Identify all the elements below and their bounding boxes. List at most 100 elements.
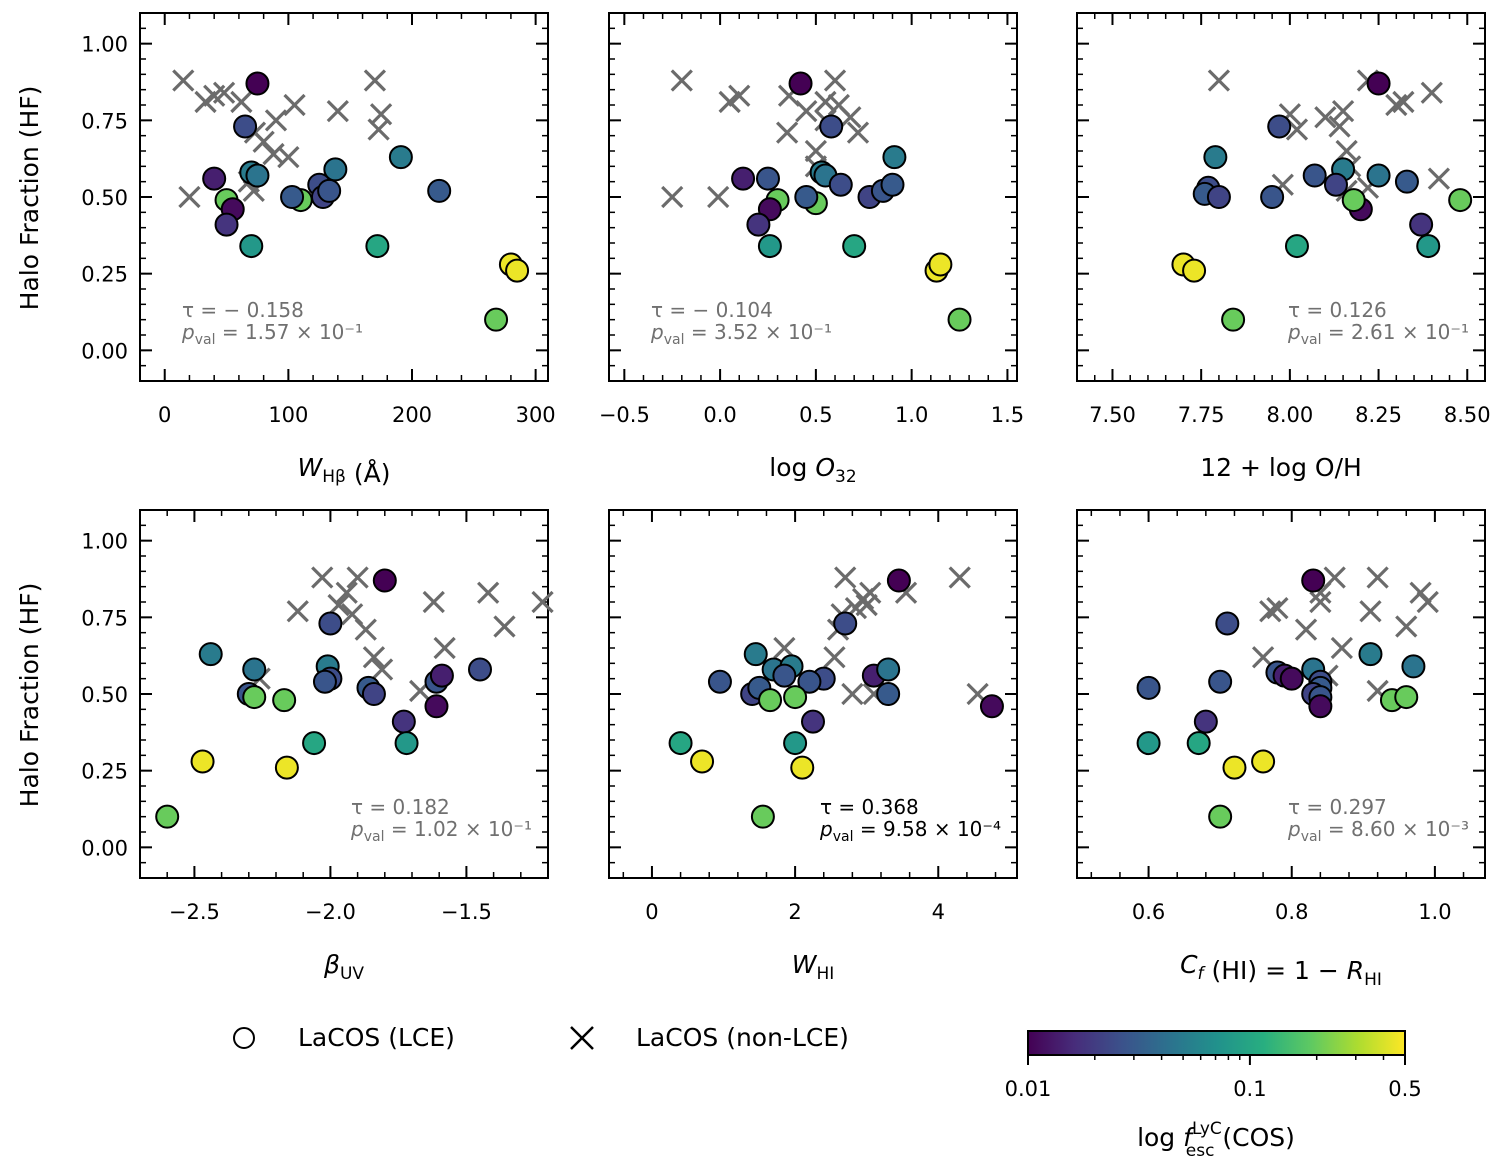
- lce-point: [302, 731, 327, 756]
- nonlce-point: [363, 69, 387, 92]
- stats-pval: pval = 1.02 × 10⁻¹: [350, 817, 532, 845]
- lce-point: [280, 185, 305, 209]
- colorbar-gradient: [1027, 1030, 1406, 1056]
- nonlce-point: [814, 90, 837, 114]
- x-tick-label: 7.75: [1178, 403, 1225, 427]
- lce-point: [372, 568, 397, 593]
- lce-point: [1448, 188, 1473, 213]
- lce-point: [743, 642, 768, 667]
- lce-point: [323, 157, 348, 182]
- x-tick-label: 0.0: [703, 403, 736, 427]
- y-tick-label: 0.50: [81, 186, 128, 210]
- y-tick-label: 0.25: [81, 760, 128, 784]
- x-tick-label: 0.6: [1132, 900, 1165, 924]
- y-tick-label: 0.75: [81, 109, 128, 133]
- legend-nonlce-marker: [570, 1026, 594, 1050]
- lce-point: [239, 234, 264, 259]
- stats-pval: pval = 1.57 × 10⁻¹: [181, 320, 363, 348]
- lce-point: [1366, 71, 1391, 96]
- lce-point: [1267, 114, 1292, 139]
- y-tick-label: 0.25: [81, 263, 128, 287]
- lce-point: [707, 669, 732, 694]
- nonlce-point: [326, 100, 349, 123]
- nonlce-point: [286, 600, 309, 623]
- lce-point: [198, 642, 223, 667]
- y-tick-label: 1.00: [81, 530, 128, 554]
- lce-point: [797, 669, 822, 694]
- nonlce-point: [1259, 600, 1282, 623]
- nonlce-point: [846, 121, 870, 144]
- lce-point: [1193, 709, 1218, 734]
- stats-pval: pval = 9.58 × 10⁻⁴: [819, 817, 1001, 845]
- nonlce-point: [834, 566, 857, 589]
- lce-point: [1284, 234, 1309, 259]
- y-tick-label: 0.75: [81, 606, 128, 630]
- nonlce-point: [1309, 590, 1332, 614]
- y-axis-label-top: Halo Fraction (HF): [15, 86, 44, 311]
- x-tick-label: 300: [516, 403, 556, 427]
- nonlce-point: [1427, 167, 1451, 190]
- lce-point: [245, 163, 270, 188]
- nonlce-point: [1330, 636, 1353, 660]
- lce-point: [1206, 185, 1231, 209]
- lce-series: [1136, 568, 1426, 829]
- x-tick-label: 1.5: [991, 403, 1024, 427]
- lce-point: [947, 307, 972, 332]
- lce-point: [424, 694, 449, 719]
- nonlce-point: [354, 618, 377, 641]
- y-tick-label: 0.00: [81, 339, 128, 363]
- nonlce-point: [1359, 600, 1382, 623]
- lce-point: [1208, 804, 1233, 829]
- lce-point: [233, 114, 258, 139]
- stats-tau: τ = 0.297: [1288, 795, 1387, 819]
- stats-pval: pval = 8.60 × 10⁻³: [1287, 817, 1469, 845]
- minor-ticks: [1076, 12, 1486, 381]
- x-tick-label: 1.0: [1418, 900, 1451, 924]
- x-tick-label: 4: [932, 900, 945, 924]
- stats-pval: pval = 3.52 × 10⁻¹: [650, 320, 832, 348]
- stats-tau: τ = − 0.158: [182, 298, 304, 322]
- lce-point: [668, 731, 693, 756]
- lce-point: [242, 657, 267, 682]
- lce-point: [882, 145, 907, 170]
- nonlce-point: [776, 121, 799, 144]
- nonlce-point: [277, 146, 300, 169]
- lce-series: [1171, 71, 1473, 332]
- stats-tau: τ = − 0.104: [651, 298, 773, 322]
- nonlce-point: [1266, 597, 1289, 620]
- x-tick-label: 100: [268, 403, 308, 427]
- nonlce-point: [477, 581, 500, 604]
- lce-point: [750, 804, 775, 829]
- legend-lce-label: LaCOS (LCE): [298, 1023, 455, 1052]
- nonlce-point: [707, 185, 730, 209]
- colorbar: 0.01 0.1 0.5 log fLyC esc (COS): [1005, 1030, 1422, 1161]
- lce-point: [1221, 307, 1246, 332]
- x-tick-label: 7.50: [1089, 403, 1136, 427]
- x-axis-label: 12 + log O/H: [1200, 453, 1362, 482]
- lce-point: [214, 212, 239, 237]
- nonlce-point: [1385, 93, 1408, 117]
- nonlce-point: [823, 646, 846, 669]
- plot-frame: [139, 12, 549, 382]
- lce-point: [245, 71, 270, 96]
- nonlce-point: [264, 109, 288, 132]
- colorbar-label: log fLyC esc (COS): [1137, 1119, 1295, 1161]
- panel-top-right: 7.50 7.75 8.00 8.25 8.50 12 + log O/H τ = 0.12…: [1076, 12, 1491, 482]
- nonlce-point: [718, 90, 741, 114]
- lce-point: [1182, 258, 1207, 283]
- lce-point: [801, 709, 825, 734]
- stats-tau: τ = 0.182: [351, 795, 450, 819]
- nonlce-point: [422, 590, 445, 614]
- nonlce-point: [839, 106, 862, 129]
- lce-point: [429, 663, 454, 688]
- nonlce-point: [1366, 566, 1389, 589]
- nonlce-point: [212, 81, 236, 104]
- lce-point: [928, 252, 953, 277]
- panel-bottom-left: −2.5 −2.0 −1.5 0.00 0.25 0.50 0.75 1.00 βUV τ = 0…: [81, 509, 554, 984]
- x-tick-label: 8.50: [1444, 403, 1491, 427]
- legend: LaCOS (LCE) LaCOS (non-LCE): [233, 1023, 849, 1052]
- lce-point: [828, 172, 853, 197]
- lce-point: [1308, 694, 1333, 719]
- x-tick-label: −2.5: [169, 900, 220, 924]
